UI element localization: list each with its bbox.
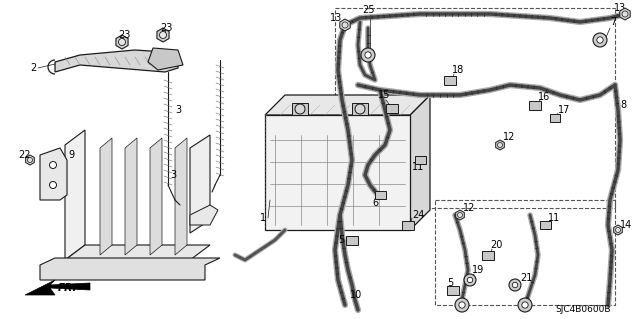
Text: 23: 23	[118, 30, 131, 40]
Bar	[435, 200, 615, 305]
Polygon shape	[190, 205, 218, 225]
Polygon shape	[25, 280, 90, 295]
Text: 13: 13	[614, 3, 627, 13]
Polygon shape	[157, 28, 169, 42]
Text: 21: 21	[520, 273, 532, 283]
Text: 16: 16	[538, 92, 550, 102]
Bar	[386, 104, 398, 113]
Text: 3: 3	[170, 170, 176, 180]
Circle shape	[365, 52, 371, 58]
Polygon shape	[495, 140, 504, 150]
Text: 1: 1	[260, 213, 266, 223]
Text: 5: 5	[338, 235, 344, 245]
Circle shape	[464, 274, 476, 286]
Circle shape	[459, 302, 465, 308]
Bar	[415, 156, 426, 164]
Circle shape	[597, 37, 603, 43]
Polygon shape	[620, 8, 630, 20]
Text: 20: 20	[490, 240, 502, 250]
Circle shape	[455, 298, 469, 312]
Circle shape	[512, 282, 518, 288]
Circle shape	[497, 143, 502, 147]
Bar	[529, 101, 541, 110]
Polygon shape	[410, 95, 430, 230]
Circle shape	[361, 48, 375, 62]
Text: 14: 14	[620, 220, 632, 230]
Circle shape	[616, 227, 621, 233]
Circle shape	[49, 182, 56, 189]
Circle shape	[522, 302, 528, 308]
Circle shape	[458, 212, 463, 218]
Text: 12: 12	[463, 203, 476, 213]
Polygon shape	[55, 50, 178, 72]
Polygon shape	[340, 19, 350, 31]
Bar	[335, 8, 615, 208]
Text: 11: 11	[548, 213, 560, 223]
Polygon shape	[100, 138, 112, 255]
Bar	[447, 286, 459, 295]
Circle shape	[342, 22, 348, 28]
Circle shape	[295, 104, 305, 114]
Text: 13: 13	[330, 13, 342, 23]
Circle shape	[509, 279, 521, 291]
Text: 7: 7	[610, 17, 616, 27]
Text: 2: 2	[30, 63, 36, 73]
Text: 11: 11	[412, 162, 424, 172]
Text: 15: 15	[378, 90, 390, 100]
Circle shape	[28, 158, 33, 162]
Circle shape	[467, 277, 473, 283]
Bar	[444, 76, 456, 85]
Polygon shape	[292, 103, 308, 115]
Bar	[402, 221, 414, 230]
Polygon shape	[352, 103, 368, 115]
Circle shape	[159, 32, 166, 39]
Text: 9: 9	[68, 150, 74, 160]
Text: 17: 17	[558, 105, 570, 115]
Text: 22: 22	[18, 150, 31, 160]
Text: 24: 24	[412, 210, 424, 220]
Text: 3: 3	[175, 105, 181, 115]
Text: 25: 25	[362, 5, 374, 15]
Polygon shape	[40, 148, 67, 200]
Circle shape	[355, 104, 365, 114]
Polygon shape	[175, 138, 187, 255]
Circle shape	[49, 161, 56, 168]
Circle shape	[622, 11, 628, 17]
Polygon shape	[65, 130, 85, 260]
Polygon shape	[40, 258, 220, 280]
Polygon shape	[190, 135, 210, 233]
Polygon shape	[614, 225, 622, 235]
Text: 19: 19	[472, 265, 484, 275]
Polygon shape	[265, 115, 410, 230]
Text: SJC4B0600B: SJC4B0600B	[555, 306, 611, 315]
Polygon shape	[456, 210, 465, 220]
Bar	[375, 191, 386, 199]
Polygon shape	[265, 95, 430, 115]
Text: 5: 5	[447, 278, 453, 288]
Text: 10: 10	[350, 290, 362, 300]
Text: 18: 18	[452, 65, 464, 75]
Text: 6: 6	[372, 198, 378, 208]
Polygon shape	[148, 48, 183, 70]
Polygon shape	[116, 35, 128, 49]
Text: FR.: FR.	[58, 283, 77, 293]
Polygon shape	[150, 138, 162, 255]
Text: 23: 23	[160, 23, 172, 33]
Circle shape	[593, 33, 607, 47]
Polygon shape	[125, 138, 137, 255]
Circle shape	[518, 298, 532, 312]
Circle shape	[118, 39, 125, 46]
Polygon shape	[26, 155, 35, 165]
Bar	[482, 251, 494, 260]
Polygon shape	[65, 245, 210, 260]
Bar	[346, 236, 358, 245]
Bar	[550, 114, 560, 122]
Text: 8: 8	[620, 100, 626, 110]
Bar	[540, 221, 551, 229]
Text: 12: 12	[503, 132, 515, 142]
